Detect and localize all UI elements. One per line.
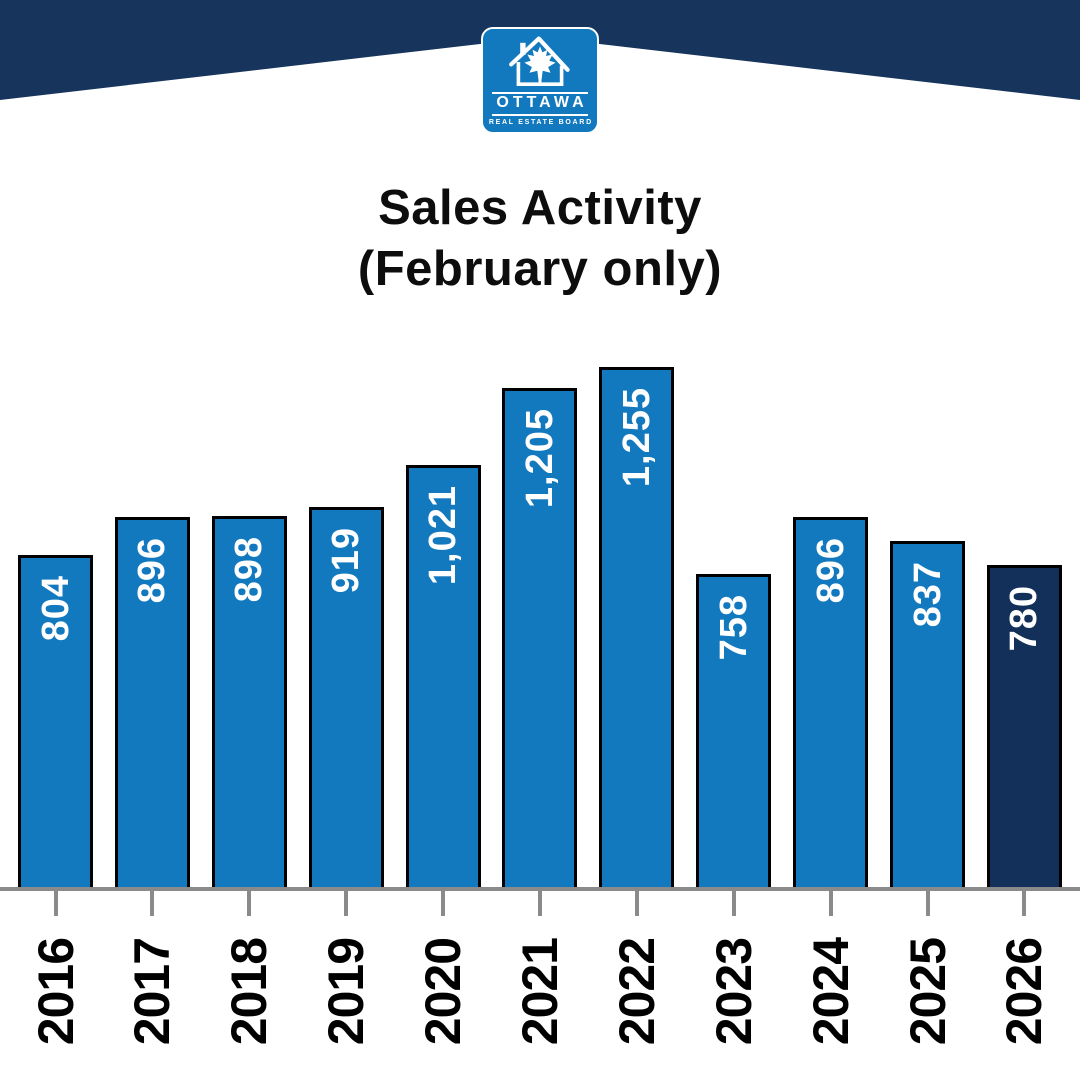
ticks-row — [18, 891, 1062, 916]
tick-cell — [115, 891, 190, 916]
tick-cell — [309, 891, 384, 916]
bar-2021: 1,205 — [502, 388, 578, 890]
axis-tick — [925, 891, 930, 916]
logo-tagline: REAL ESTATE BOARD — [488, 119, 593, 126]
axis-tick — [828, 891, 833, 916]
bar-2016: 804 — [18, 555, 93, 890]
tick-cell — [406, 891, 481, 916]
bars-row: 804 896 898 919 1,021 1,205 1,255 758 896 837 780 — [18, 367, 1062, 890]
tick-cell — [212, 891, 287, 916]
year-label-2020: 2020 — [415, 938, 472, 1046]
year-label-2024: 2024 — [802, 938, 859, 1046]
bar-value-label: 1,255 — [615, 387, 658, 488]
year-label-2017: 2017 — [124, 938, 181, 1046]
year-label-2023: 2023 — [705, 938, 762, 1046]
axis-tick — [53, 891, 58, 916]
chart-title: Sales Activity (February only) — [0, 178, 1080, 300]
axis-tick — [537, 891, 542, 916]
bar-2025: 837 — [890, 541, 966, 890]
axis-tick — [441, 891, 446, 916]
year-cell: 2026 — [987, 938, 1062, 1073]
tick-cell — [890, 891, 965, 916]
bar-value-label: 1,021 — [422, 485, 465, 586]
axis-tick — [634, 891, 639, 916]
year-cell: 2018 — [212, 938, 287, 1073]
bar-value-label: 804 — [34, 575, 77, 642]
year-cell: 2019 — [309, 938, 384, 1073]
year-label-2016: 2016 — [27, 938, 84, 1046]
chart-title-line1: Sales Activity — [378, 181, 702, 235]
year-label-2022: 2022 — [608, 938, 665, 1046]
year-cell: 2017 — [115, 938, 190, 1073]
bar-2019: 919 — [308, 507, 384, 890]
bar-value-label: 1,205 — [518, 408, 561, 509]
year-label-2021: 2021 — [511, 938, 568, 1046]
tick-cell — [502, 891, 577, 916]
axis-tick — [1022, 891, 1027, 916]
year-label-2026: 2026 — [996, 938, 1053, 1046]
axis-tick — [731, 891, 736, 916]
year-cell: 2023 — [696, 938, 771, 1073]
year-cell: 2021 — [502, 938, 577, 1073]
bar-2026: 780 — [986, 565, 1062, 890]
tick-cell — [987, 891, 1062, 916]
year-cell: 2022 — [599, 938, 674, 1073]
oreb-logo: OTTAWA REAL ESTATE BOARD — [481, 27, 599, 134]
axis-tick — [150, 891, 155, 916]
year-label-2025: 2025 — [899, 938, 956, 1046]
bar-value-label: 896 — [809, 537, 852, 604]
year-cell: 2020 — [406, 938, 481, 1073]
bar-2017: 896 — [114, 517, 190, 890]
bar-2020: 1,021 — [405, 465, 481, 890]
bar-2024: 896 — [793, 517, 869, 890]
logo-wordmark: OTTAWA — [492, 92, 588, 116]
x-axis-line — [0, 887, 1080, 891]
year-cell: 2024 — [793, 938, 868, 1073]
chart-title-line2: (February only) — [357, 242, 723, 296]
bar-value-label: 898 — [228, 536, 271, 603]
bar-value-label: 896 — [131, 537, 174, 604]
bar-2018: 898 — [211, 516, 287, 890]
year-label-2018: 2018 — [221, 938, 278, 1046]
year-cell: 2025 — [890, 938, 965, 1073]
tick-cell — [793, 891, 868, 916]
bar-value-label: 837 — [906, 561, 949, 628]
bar-2022: 1,255 — [599, 367, 675, 890]
tick-cell — [18, 891, 93, 916]
axis-tick — [247, 891, 252, 916]
tick-cell — [696, 891, 771, 916]
bar-2023: 758 — [696, 574, 772, 890]
axis-tick — [344, 891, 349, 916]
labels-row: 2016 2017 2018 2019 2020 2021 2022 2023 2024 2025… — [18, 938, 1062, 1073]
tick-cell — [599, 891, 674, 916]
house-maple-leaf-icon — [509, 36, 570, 86]
bar-value-label: 780 — [1003, 585, 1046, 652]
year-label-2019: 2019 — [318, 938, 375, 1046]
year-cell: 2016 — [18, 938, 93, 1073]
bar-value-label: 919 — [325, 527, 368, 594]
bar-value-label: 758 — [712, 594, 755, 661]
